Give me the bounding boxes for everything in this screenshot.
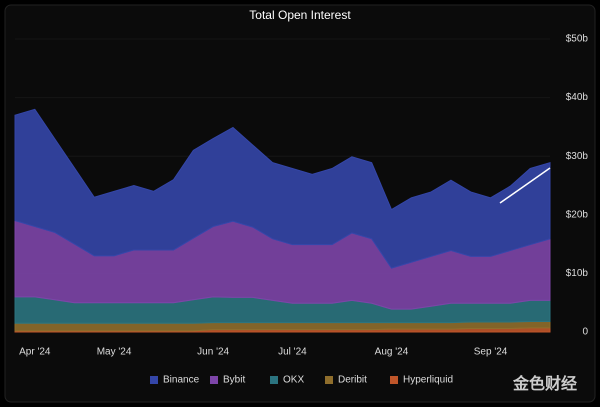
y-tick-label: 0 <box>582 327 588 338</box>
legend-label: OKX <box>283 375 304 386</box>
x-tick-label: Jul '24 <box>278 347 307 358</box>
legend-swatch <box>150 376 158 384</box>
legend-label: Hyperliquid <box>403 375 453 386</box>
legend-swatch <box>325 376 333 384</box>
x-tick-label: May '24 <box>97 347 132 358</box>
chart-title: Total Open Interest <box>249 8 351 22</box>
y-tick-label: $40b <box>566 92 589 103</box>
legend-label: Bybit <box>223 375 245 386</box>
trend-annotation <box>499 167 551 204</box>
y-tick-label: $30b <box>566 151 589 162</box>
x-tick-label: Sep '24 <box>474 347 508 358</box>
legend-label: Binance <box>163 375 200 386</box>
watermark: 金色财经 <box>512 374 577 393</box>
x-tick-label: Aug '24 <box>375 347 409 358</box>
plot-area <box>14 38 551 333</box>
y-tick-label: $50b <box>566 34 589 45</box>
legend-swatch <box>210 376 218 384</box>
x-tick-label: Apr '24 <box>19 347 51 358</box>
legend-swatch <box>270 376 278 384</box>
area <box>14 108 551 269</box>
legend-label: Deribit <box>338 375 367 386</box>
x-tick-label: Jun '24 <box>197 347 229 358</box>
y-tick-label: $10b <box>566 268 589 279</box>
y-tick-label: $20b <box>566 209 589 220</box>
legend-swatch <box>390 376 398 384</box>
